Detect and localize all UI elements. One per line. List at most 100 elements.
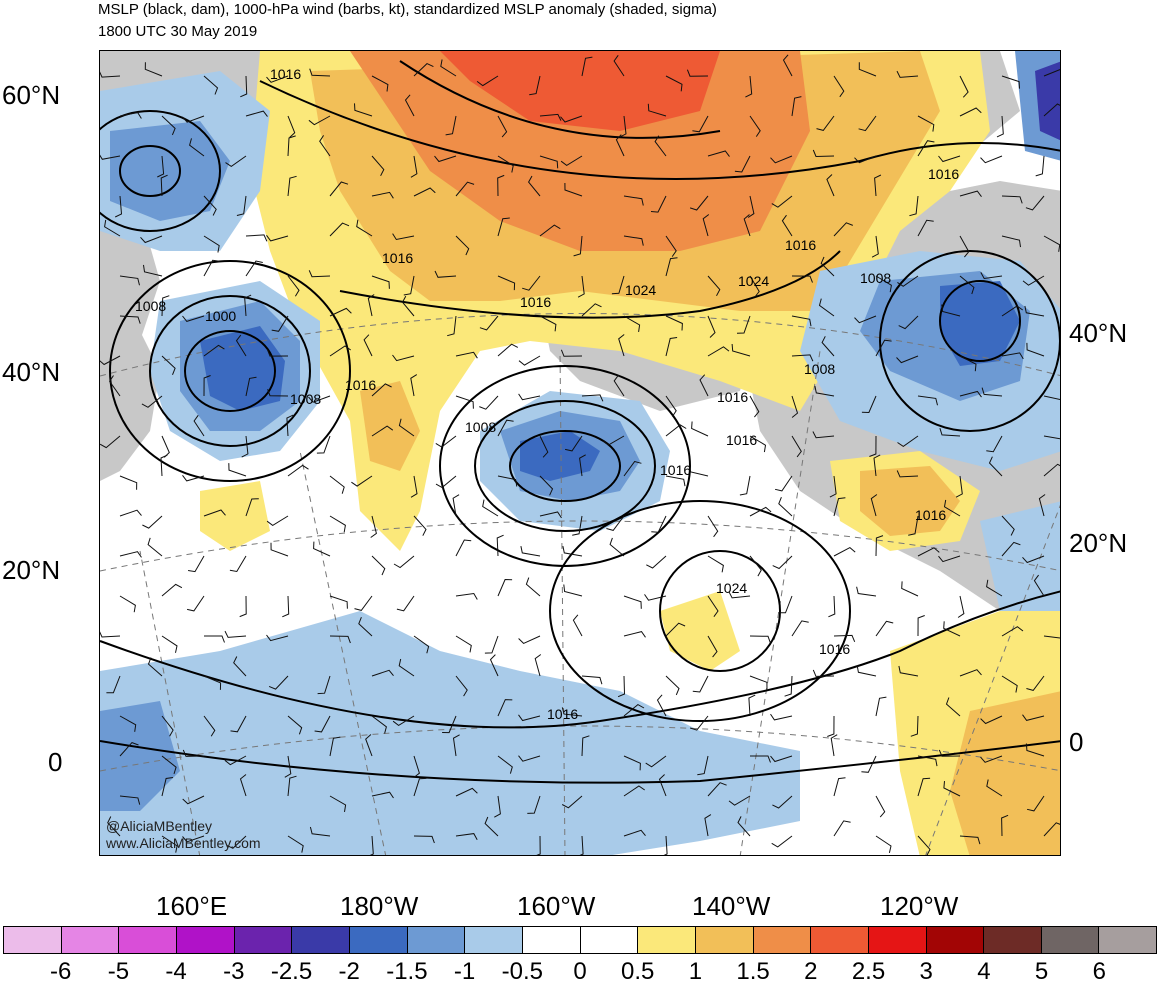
wind-barb [917,219,934,237]
wind-barb [329,222,350,237]
wind-barb [623,460,642,477]
label-1016-east: 1016 [819,641,850,657]
wind-barb [329,475,345,494]
wind-barb [749,635,771,644]
wind-barb [371,425,394,437]
wind-barb [392,233,415,241]
wind-barb [745,75,753,98]
wind-barb [665,395,677,417]
graticule-lat-20n [100,520,1060,572]
colorbar-swatch [464,926,522,954]
wind-barb [371,155,385,177]
wind-barb [959,355,977,372]
wind-barb [665,337,678,357]
wind-barb [143,264,163,277]
wind-barb [371,715,387,734]
wind-barb [812,149,835,158]
wind-barb [119,795,141,805]
wind-barb [119,595,136,613]
wind-barb [497,275,516,291]
wind-barb [239,774,247,797]
wind-barb [606,515,625,531]
label-1016-nw: 1016 [270,66,301,82]
wind-barb [1043,635,1060,639]
lon-label-120w: 120°W [880,891,959,921]
wind-barb [284,755,292,778]
graticule-lon-180 [299,450,387,855]
wind-barb [203,509,226,517]
wind-barb [1043,463,1060,477]
map-panel: 1016 1016 1016 1024 1024 1016 1016 1008 … [99,50,1061,856]
wind-barb [778,497,793,517]
wind-barb [1025,195,1045,211]
wind-barb [623,829,646,837]
wind-barb [1043,395,1060,401]
wind-barb [313,541,331,557]
colorbar-swatch [1098,926,1158,954]
wind-barb [873,454,881,477]
wind-barb [828,595,836,618]
lat-label-40n-left: 40°N [2,357,61,387]
wind-barb [329,795,347,812]
wind-barb [686,69,709,77]
wind-barb [743,214,751,237]
wind-barb [369,835,374,855]
label-1008-bering: 1008 [465,419,496,435]
wind-barb [119,315,141,324]
wind-barb [161,715,174,737]
wind-barb [497,578,513,597]
wind-barb [527,795,541,814]
wind-barb [141,395,163,408]
wind-barb [791,275,813,283]
wind-barb [959,835,981,845]
wind-barb [613,374,625,397]
wind-barb [241,435,249,458]
wind-barb [245,260,263,277]
wind-barb [413,515,427,536]
wind-barb [497,155,514,173]
wind-barb [203,195,217,216]
wind-barb [518,635,541,644]
wind-barb [1001,626,1024,637]
wind-barb [497,343,519,357]
wind-barb [707,555,724,573]
colorbar-label: -2 [338,958,360,985]
wind-barb [564,182,583,197]
wind-barb [833,75,845,98]
colorbar-label: -3 [223,958,245,985]
wind-barb [791,435,802,458]
wind-barb [518,755,541,762]
wind-barb [1035,155,1045,177]
wind-barb [161,115,176,136]
isobar-bering-low-1 [509,430,621,502]
colorbar-label: 3 [919,958,933,985]
wind-barb [663,835,668,855]
wind-barb [393,555,415,569]
wind-barb [266,235,289,242]
colorbar-swatch [348,926,407,954]
wind-barb [938,155,961,163]
label-1016-coast: 1016 [726,432,757,448]
wind-barb [651,515,667,533]
wind-barb [100,355,121,366]
lat-label-0-right: 0 [1069,727,1084,757]
colorbar-swatch [1040,926,1099,954]
wind-barb [367,294,375,317]
wind-barb [1001,541,1021,557]
wind-barb [286,414,294,437]
lat-label-0-left: 0 [48,747,63,777]
wind-barb [435,435,457,448]
wind-barb [236,195,247,216]
colorbar-label: 5 [1034,958,1049,985]
colorbar-label: 0.5 [621,958,655,985]
wind-barb [455,395,474,409]
wind-barb [413,187,436,197]
wind-barb [827,715,835,737]
wind-barb [774,475,793,492]
wind-barb [239,595,247,618]
wind-barb [287,175,297,197]
isobar-pacific-high-1 [659,550,781,672]
wind-barb [287,835,304,853]
wind-barb [917,395,938,406]
wind-barb [1001,195,1023,204]
